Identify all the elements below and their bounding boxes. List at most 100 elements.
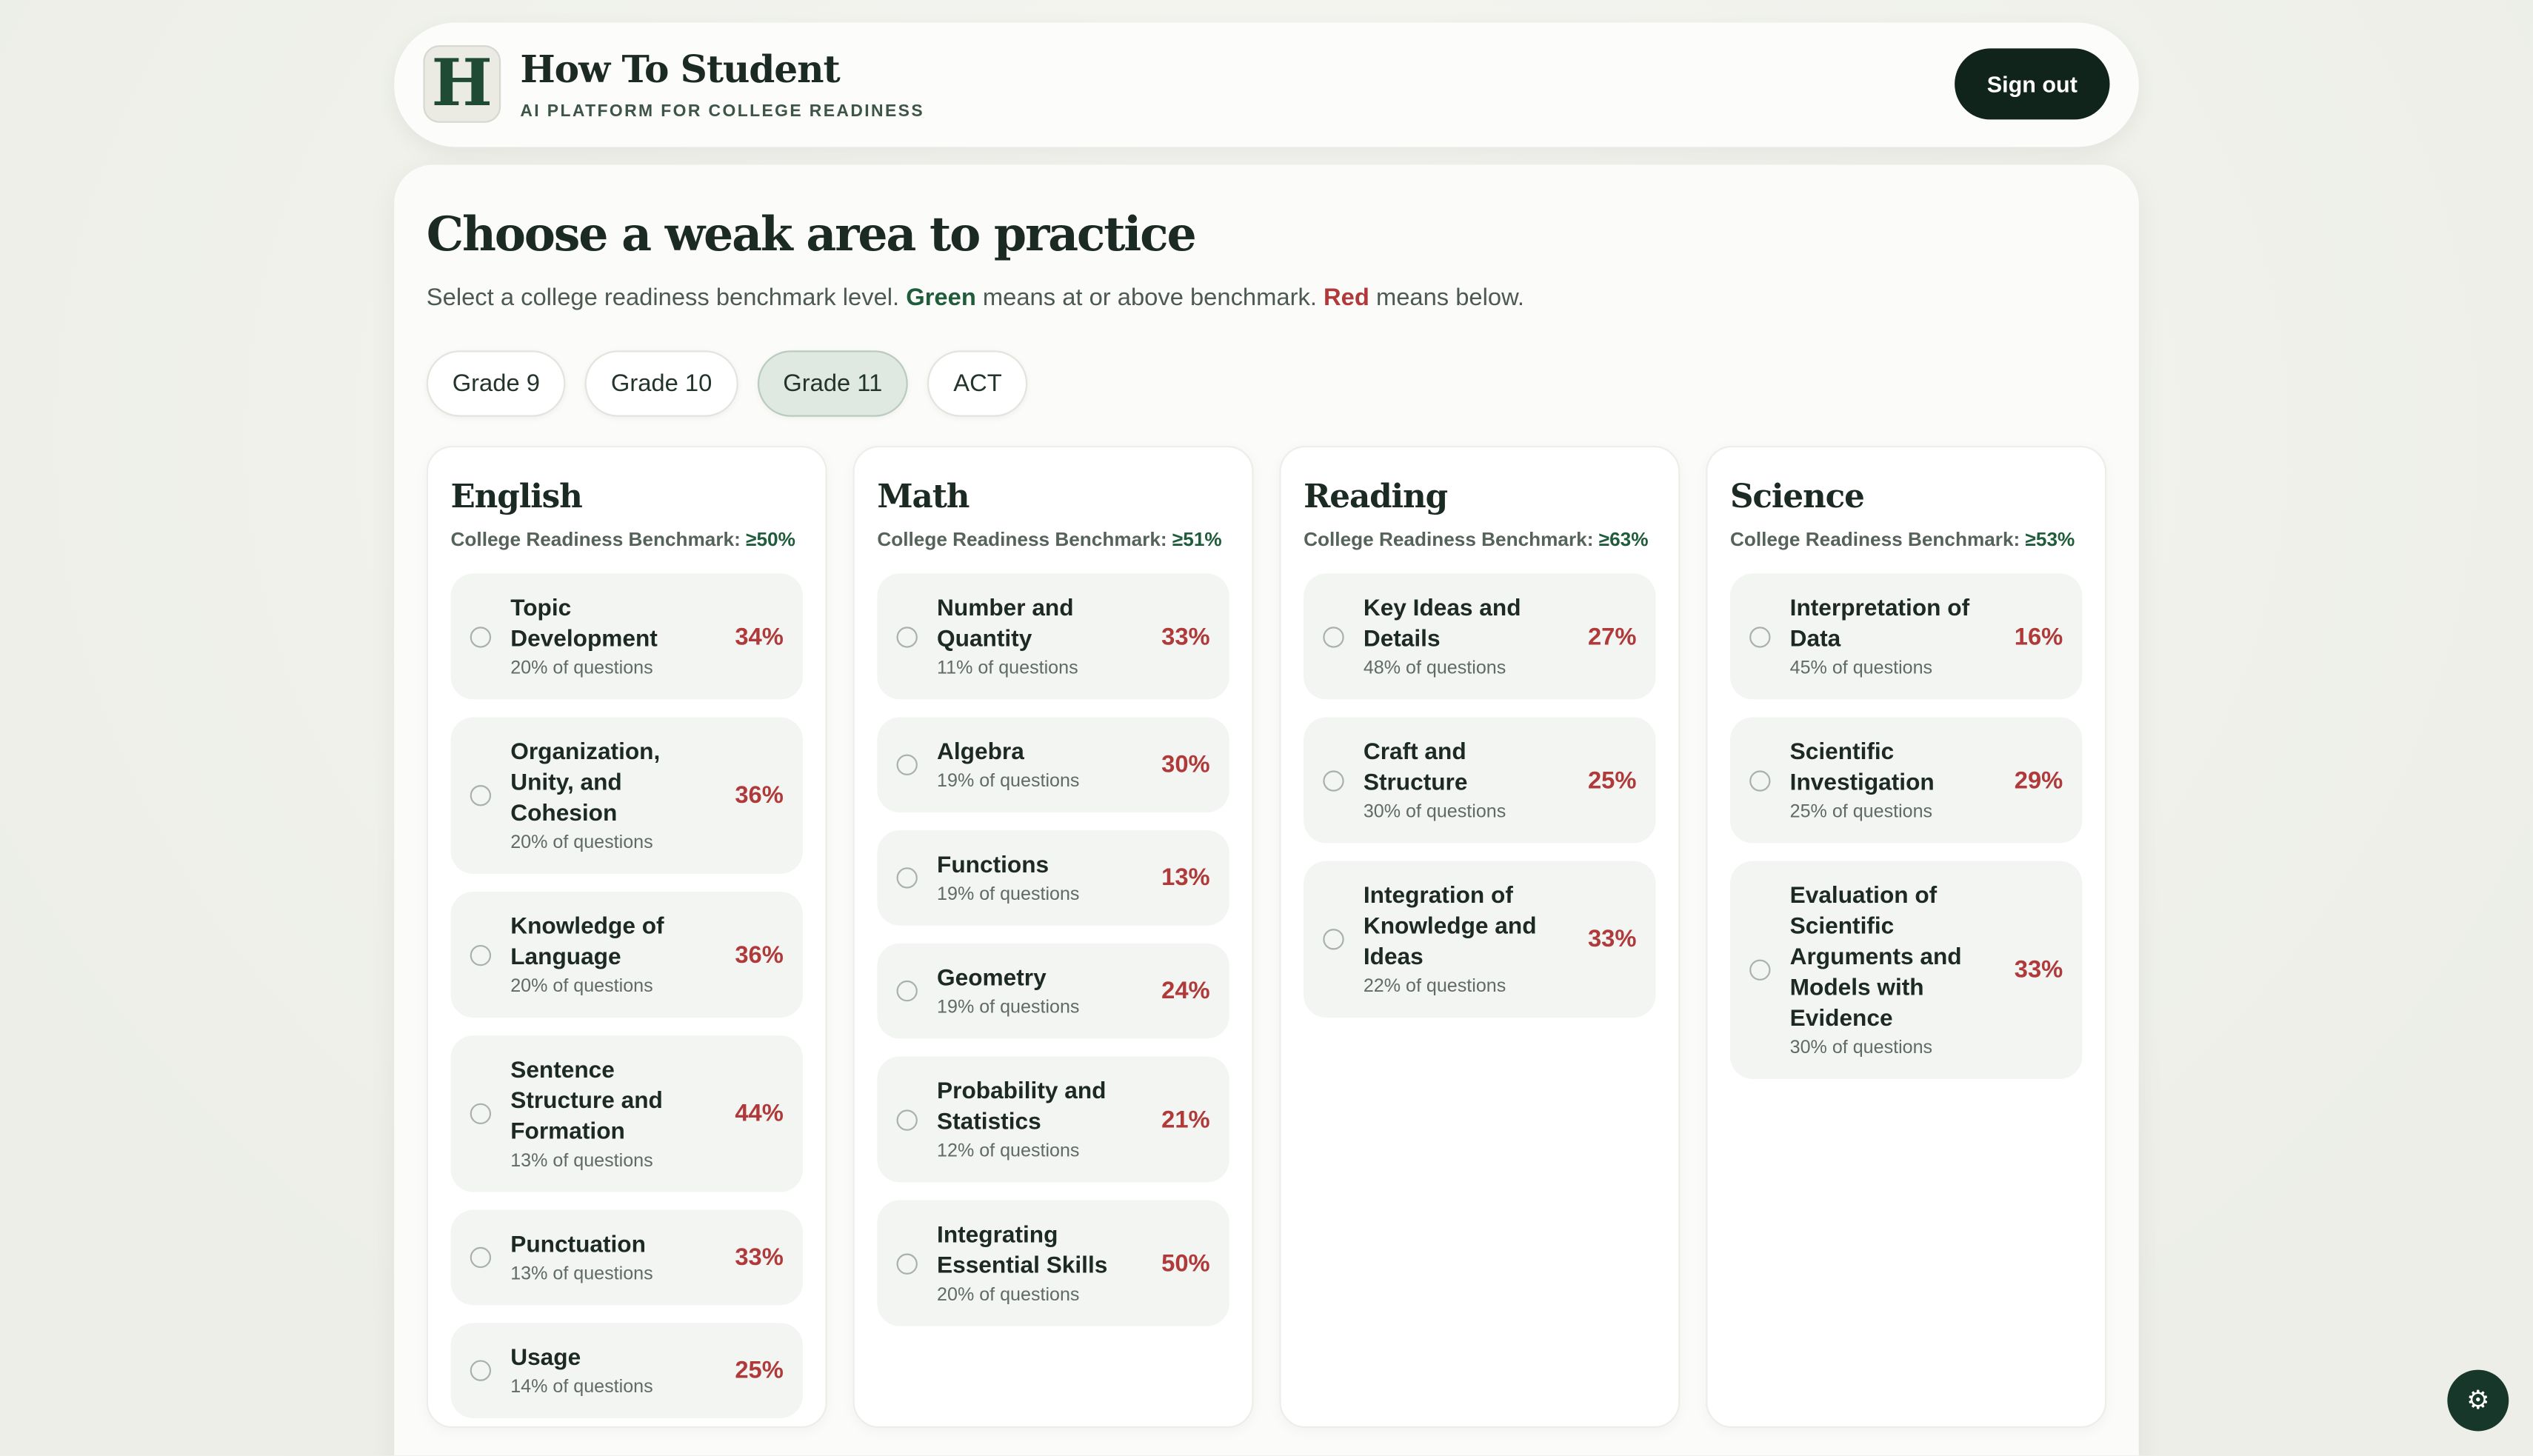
radio[interactable] <box>470 944 492 966</box>
topic-share: 25% of questions <box>1789 803 1933 823</box>
radio[interactable] <box>470 1360 492 1381</box>
radio[interactable] <box>896 626 918 647</box>
topic-option[interactable]: Number and Quantity 11% of questions 33% <box>877 573 1229 700</box>
site-title: How To Student <box>520 48 840 93</box>
topic-share: 19% of questions <box>937 772 1080 792</box>
topic-text: Functions 19% of questions <box>937 851 1149 905</box>
topic-option[interactable]: Key Ideas and Details 48% of questions 27% <box>1304 573 1656 700</box>
desc-text: means at or above benchmark. <box>975 284 1324 312</box>
logo: H <box>423 45 501 123</box>
topic-text: Key Ideas and Details 48% of questions <box>1364 595 1575 678</box>
topic-name: Scientific Investigation <box>1789 739 1935 797</box>
topic-score: 33% <box>2014 956 2063 984</box>
topic-score: 33% <box>735 1243 784 1272</box>
subject-name: English <box>450 476 583 515</box>
bug-report-button[interactable]: ⚙ <box>2447 1369 2509 1432</box>
topic-option[interactable]: Functions 19% of questions 13% <box>877 830 1229 926</box>
topic-name: Usage <box>510 1345 581 1372</box>
topic-name: Number and Quantity <box>937 595 1074 653</box>
topic-share: 30% of questions <box>1363 803 1506 823</box>
topic-share: 14% of questions <box>510 1377 653 1397</box>
topic-share: 13% of questions <box>510 1264 653 1284</box>
subject-column: Math College Readiness Benchmark: ≥51% Num… <box>852 445 1254 1429</box>
desc-green: Green <box>906 284 976 312</box>
topic-score: 16% <box>2014 622 2063 650</box>
radio[interactable] <box>1749 959 1771 981</box>
topic-option[interactable]: Integrating Essential Skills 20% of quest… <box>877 1200 1229 1326</box>
topic-option[interactable]: Integration of Knowledge and Ideas 22% of… <box>1304 861 1656 1018</box>
benchmark-value: ≥53% <box>2025 528 2075 551</box>
topic-name: Sentence Structure and Formation <box>510 1058 663 1146</box>
topic-name: Punctuation <box>510 1232 646 1259</box>
benchmark-label: College Readiness Benchmark: <box>1304 528 1594 551</box>
radio[interactable] <box>1749 626 1771 647</box>
topic-option[interactable]: Evaluation of Scientific Arguments and M… <box>1729 861 2083 1079</box>
radio[interactable] <box>1323 626 1344 647</box>
topic-score: 29% <box>2014 766 2063 795</box>
topic-option[interactable]: Punctuation 13% of questions 33% <box>450 1209 804 1306</box>
radio[interactable] <box>470 1103 492 1125</box>
topic-option[interactable]: Geometry 19% of questions 24% <box>877 943 1229 1039</box>
topic-option[interactable]: Scientific Investigation 25% of questions… <box>1729 717 2083 844</box>
benchmark-value: ≥50% <box>746 528 795 551</box>
topic-text: Geometry 19% of questions <box>937 964 1149 1018</box>
topic-share: 30% of questions <box>1789 1038 1933 1058</box>
desc-text: means below. <box>1369 284 1525 312</box>
topic-share: 13% of questions <box>510 1152 653 1172</box>
radio[interactable] <box>470 1246 492 1269</box>
topic-name: Interpretation of Data <box>1789 595 1970 653</box>
desc-text: Select a college readiness benchmark lev… <box>426 284 907 312</box>
topic-option[interactable]: Craft and Structure 30% of questions 25% <box>1304 717 1656 844</box>
benchmark: College Readiness Benchmark: ≥53% <box>1730 528 2082 551</box>
radio[interactable] <box>470 626 492 647</box>
grade-tab[interactable]: Grade 9 <box>426 350 566 417</box>
topic-score: 50% <box>1161 1249 1210 1278</box>
topic-text: Interpretation of Data 45% of questions <box>1790 595 2002 678</box>
columns: English College Readiness Benchmark: ≥50%… <box>426 445 2107 1429</box>
radio[interactable] <box>1323 769 1344 791</box>
topic-text: Scientific Investigation 25% of questions <box>1790 738 2002 822</box>
grade-tab[interactable]: Grade 11 <box>757 350 909 417</box>
topic-option[interactable]: Knowledge of Language 20% of questions 36% <box>450 891 804 1018</box>
topic-score: 25% <box>735 1357 784 1385</box>
sign-out-button[interactable]: Sign out <box>1955 48 2110 120</box>
topic-name: Organization, Unity, and Cohesion <box>510 739 661 827</box>
subject-column: Reading College Readiness Benchmark: ≥63%… <box>1279 445 1681 1429</box>
radio[interactable] <box>896 1109 918 1130</box>
topic-option[interactable]: Probability and Statistics 12% of questio… <box>877 1056 1229 1183</box>
topic-text: Punctuation 13% of questions <box>510 1231 722 1284</box>
topic-option[interactable]: Organization, Unity, and Cohesion 20% of … <box>450 717 804 874</box>
grade-tab[interactable]: Grade 10 <box>585 350 738 417</box>
topic-name: Evaluation of Scientific Arguments and M… <box>1789 884 1962 1032</box>
radio[interactable] <box>896 867 918 889</box>
topic-text: Integration of Knowledge and Ideas 22% of… <box>1364 882 1575 997</box>
topic-share: 20% of questions <box>937 1286 1080 1306</box>
topic-score: 13% <box>1161 864 1210 892</box>
topic-option[interactable]: Interpretation of Data 45% of questions 16… <box>1729 573 2083 700</box>
radio[interactable] <box>896 980 918 1002</box>
radio[interactable] <box>1323 929 1344 950</box>
topic-name: Key Ideas and Details <box>1363 595 1521 653</box>
topic-text: Sentence Structure and Formation 13% of q… <box>510 1056 722 1172</box>
topic-option[interactable]: Topic Development 20% of questions 34% <box>450 573 804 700</box>
topic-option[interactable]: Algebra 19% of questions 30% <box>877 717 1229 813</box>
radio[interactable] <box>896 754 918 775</box>
topic-option[interactable]: Usage 14% of questions 25% <box>450 1323 804 1419</box>
topic-score: 24% <box>1161 977 1210 1005</box>
benchmark-label: College Readiness Benchmark: <box>450 528 741 551</box>
topic-name: Functions <box>937 852 1049 879</box>
benchmark-label: College Readiness Benchmark: <box>877 528 1167 551</box>
grade-tab[interactable]: ACT <box>927 350 1028 417</box>
desc-red: Red <box>1324 284 1369 312</box>
topic-name: Geometry <box>937 966 1047 992</box>
topic-text: Craft and Structure 30% of questions <box>1364 738 1575 822</box>
header: H How To Student AI PLATFORM FOR COLLEGE… <box>394 22 2139 147</box>
topic-score: 36% <box>735 781 784 809</box>
subject-name: Science <box>1729 476 1865 515</box>
topic-text: Number and Quantity 11% of questions <box>937 595 1149 678</box>
radio[interactable] <box>896 1252 918 1274</box>
radio[interactable] <box>1749 769 1771 791</box>
topic-option[interactable]: Sentence Structure and Formation 13% of q… <box>450 1035 804 1192</box>
radio[interactable] <box>470 785 492 807</box>
